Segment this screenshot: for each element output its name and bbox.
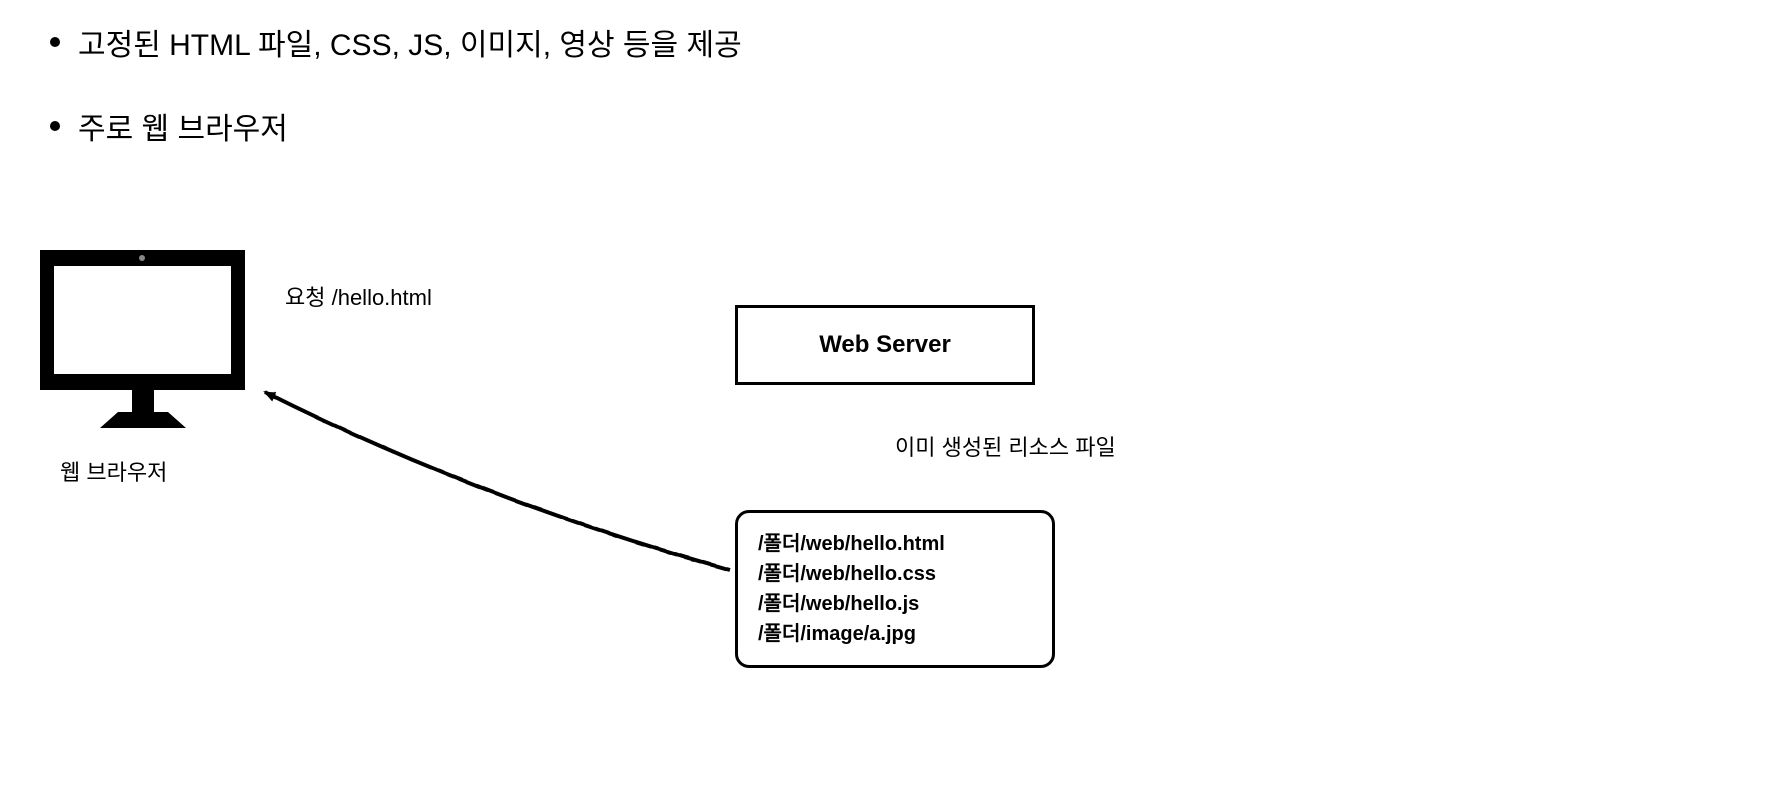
resource-arrow-label: 이미 생성된 리소스 파일 bbox=[895, 430, 1116, 462]
file-path: /폴더/image/a.jpg bbox=[758, 619, 1032, 649]
response-arrow bbox=[265, 392, 730, 570]
request-arrow-label: 요청 /hello.html bbox=[285, 280, 432, 312]
bullet-dot-icon bbox=[50, 37, 60, 47]
client-monitor-icon bbox=[40, 250, 245, 430]
files-node: /폴더/web/hello.html /폴더/web/hello.css /폴더… bbox=[735, 510, 1055, 668]
file-path: /폴더/web/hello.html bbox=[758, 529, 1032, 559]
bullet-dot-icon bbox=[50, 121, 60, 131]
bullet-list: 고정된 HTML 파일, CSS, JS, 이미지, 영상 등을 제공 주로 웹… bbox=[50, 20, 742, 188]
file-path: /폴더/web/hello.css bbox=[758, 559, 1032, 589]
bullet-text: 고정된 HTML 파일, CSS, JS, 이미지, 영상 등을 제공 bbox=[78, 20, 742, 64]
file-path: /폴더/web/hello.js bbox=[758, 589, 1032, 619]
client-label: 웹 브라우저 bbox=[60, 455, 167, 487]
web-server-diagram: 웹 브라우저 Web Server /폴더/web/hello.html /폴더… bbox=[30, 250, 1230, 770]
bullet-item: 고정된 HTML 파일, CSS, JS, 이미지, 영상 등을 제공 bbox=[50, 20, 742, 64]
bullet-item: 주로 웹 브라우저 bbox=[50, 104, 742, 148]
web-server-node: Web Server bbox=[735, 305, 1035, 385]
web-server-label: Web Server bbox=[819, 331, 951, 359]
bullet-text: 주로 웹 브라우저 bbox=[78, 104, 288, 148]
